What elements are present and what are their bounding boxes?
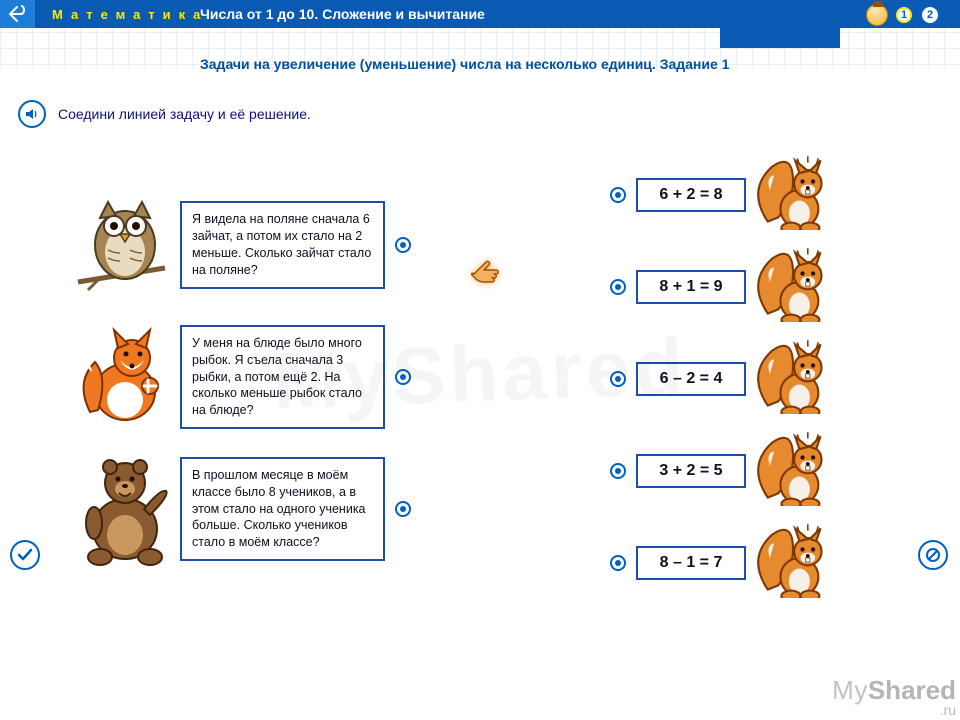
problem-text: Я видела на поляне сначала 6 зайчат, а п… [180,201,385,289]
squirrel-icon [752,344,832,414]
connector-dot[interactable] [610,463,626,479]
problem-row: У меня на блюде было много рыбок. Я съел… [70,322,421,432]
connector-dot[interactable] [610,187,626,203]
problem-row: Я видела на поляне сначала 6 зайчат, а п… [70,190,421,300]
instruction-row: Соедини линией задачу и её решение. [18,100,311,128]
connector-dot[interactable] [395,501,411,517]
audio-button[interactable] [18,100,46,128]
clear-icon [925,547,941,563]
squirrel-icon [752,528,832,598]
fox-icon [70,322,180,432]
answer-box[interactable]: 8 – 1 = 7 [636,546,746,580]
answer-box[interactable]: 6 + 2 = 8 [636,178,746,212]
header-accent [720,28,840,48]
answer-row: 8 + 1 = 9 [600,252,832,322]
page-2-button[interactable]: 2 [920,5,940,25]
connector-dot[interactable] [395,237,411,253]
problem-text: У меня на блюде было много рыбок. Я съел… [180,325,385,429]
checkmark-icon [17,547,33,563]
answer-row: 6 + 2 = 8 [600,160,832,230]
work-area: Я видела на поляне сначала 6 зайчат, а п… [0,150,960,690]
problem-row: В прошлом месяце в моём классе было 8 уч… [70,454,421,564]
answer-row: 3 + 2 = 5 [600,436,832,506]
connector-dot[interactable] [395,369,411,385]
owl-icon [70,190,180,300]
back-arrow-icon [8,5,28,23]
task-subheader: Задачи на увеличение (уменьшение) числа … [200,56,729,72]
squirrel-icon [752,252,832,322]
hand-cursor-icon [468,256,508,301]
answers-column: 6 + 2 = 8 8 + 1 = 9 6 – 2 = 4 [600,160,832,620]
answer-box[interactable]: 6 – 2 = 4 [636,362,746,396]
page-1-button[interactable]: 1 [894,5,914,25]
mascot-icon [866,4,888,26]
connector-dot[interactable] [610,279,626,295]
speaker-icon [25,107,39,121]
answer-box[interactable]: 8 + 1 = 9 [636,270,746,304]
check-button[interactable] [10,540,40,570]
connector-dot[interactable] [610,555,626,571]
problem-text: В прошлом месяце в моём классе было 8 уч… [180,457,385,561]
connector-dot[interactable] [610,371,626,387]
watermark-suffix: .ru [832,702,956,718]
back-button[interactable] [0,0,36,28]
bear-icon [70,454,180,564]
instruction-text: Соедини линией задачу и её решение. [58,106,311,122]
subject-label: Математика [52,7,208,22]
answer-box[interactable]: 3 + 2 = 5 [636,454,746,488]
answer-row: 6 – 2 = 4 [600,344,832,414]
squirrel-icon [752,436,832,506]
reset-button[interactable] [918,540,948,570]
squirrel-icon [752,160,832,230]
chapter-title: Числа от 1 до 10. Сложение и вычитание [200,0,485,28]
problems-column: Я видела на поляне сначала 6 зайчат, а п… [70,190,421,586]
answer-row: 8 – 1 = 7 [600,528,832,598]
top-bar: Математика Числа от 1 до 10. Сложение и … [0,0,960,28]
page-switcher: 1 2 [866,4,940,26]
